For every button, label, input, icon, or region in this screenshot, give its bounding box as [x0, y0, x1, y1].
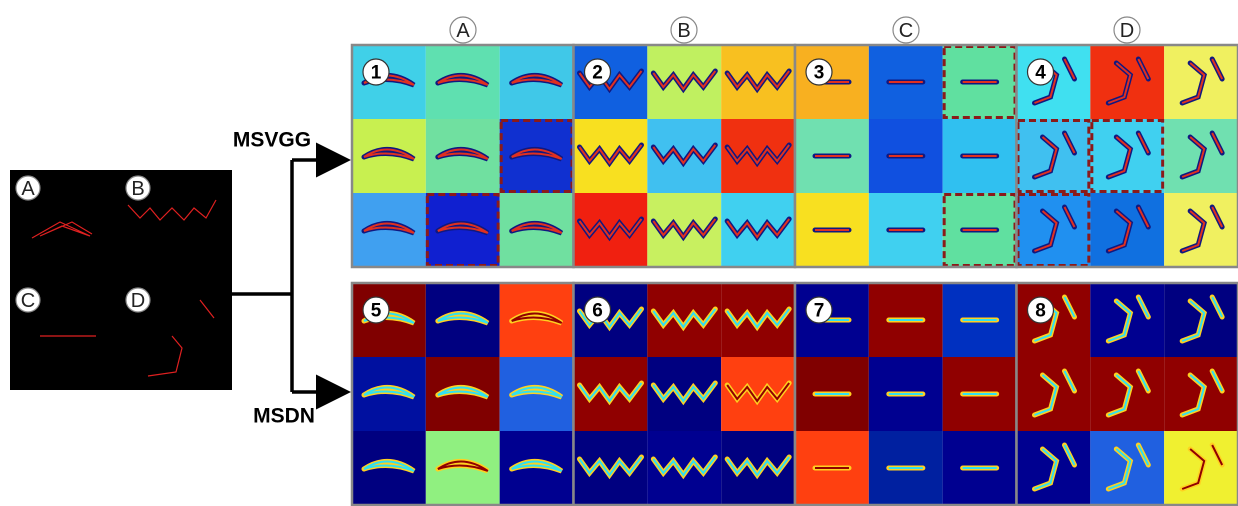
- circled-label: B: [131, 178, 144, 200]
- input-panel: [10, 170, 232, 390]
- panel-number: 1: [371, 63, 382, 84]
- row-label: MSDN: [253, 405, 315, 428]
- row-label: MSVGG: [233, 129, 311, 152]
- circled-label: C: [899, 20, 913, 42]
- circled-label: D: [131, 290, 145, 312]
- circled-label: C: [21, 290, 35, 312]
- panel-number: 2: [592, 63, 603, 84]
- connector-arrows: [232, 160, 344, 392]
- circled-label: D: [1120, 20, 1134, 42]
- circled-label: A: [456, 20, 470, 42]
- panel-number: 8: [1035, 301, 1046, 322]
- panel-number: 3: [814, 63, 825, 84]
- circled-label: B: [677, 20, 690, 42]
- panel-number: 6: [592, 301, 603, 322]
- panel-number: 7: [814, 301, 825, 322]
- circled-label: A: [21, 178, 35, 200]
- panel-number: 4: [1035, 63, 1046, 84]
- panel-number: 5: [371, 301, 382, 322]
- figure: A B C D A B C D MSVGG MSDN 1 2 3 4 5 6 7 8: [0, 0, 1238, 506]
